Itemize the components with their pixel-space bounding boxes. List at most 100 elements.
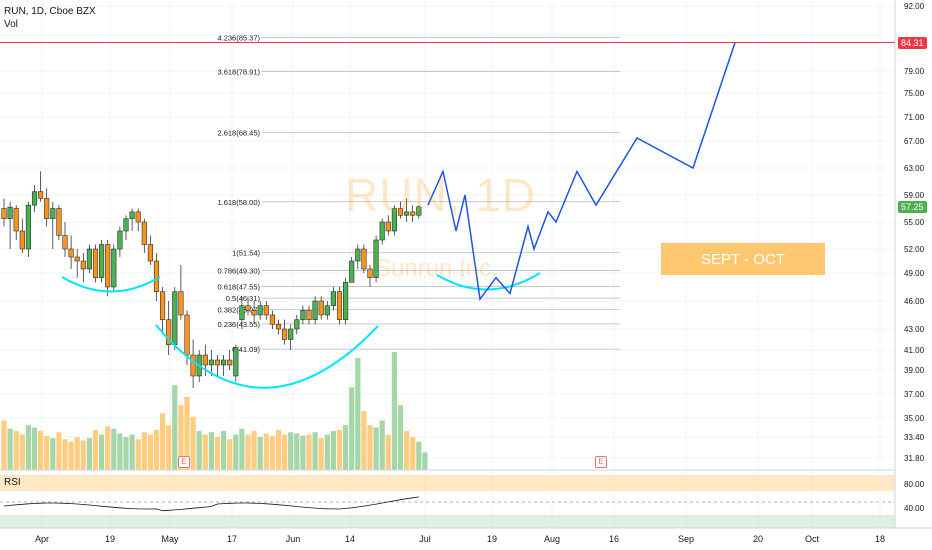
chart-title: RUN, 1D, Cboe BZX bbox=[4, 6, 96, 17]
candle bbox=[343, 277, 349, 325]
earnings-event-icon[interactable]: E bbox=[178, 456, 190, 468]
candle-body bbox=[294, 319, 300, 330]
candle-body bbox=[233, 347, 239, 377]
volume-bar bbox=[184, 396, 190, 470]
candle-body bbox=[300, 310, 306, 320]
volume-bar bbox=[56, 432, 62, 470]
candle bbox=[123, 215, 129, 240]
volume-bar bbox=[13, 431, 19, 470]
candle-body bbox=[251, 310, 257, 316]
volume-bar bbox=[208, 432, 214, 470]
last-price-label: 57.25 bbox=[898, 200, 927, 213]
candle-body bbox=[355, 248, 361, 262]
candle-body bbox=[404, 211, 410, 216]
y-tick-label: 71.00 bbox=[904, 113, 925, 122]
fib-level-label: 3.618(78.91) bbox=[217, 67, 260, 76]
volume-bar bbox=[410, 436, 416, 470]
fib-level-label: 0.5(46.31) bbox=[226, 294, 261, 303]
volume-bar bbox=[178, 405, 184, 470]
y-tick-label: 43.00 bbox=[904, 325, 925, 334]
y-tick-label: 46.00 bbox=[904, 297, 925, 306]
rsi-overbought-band bbox=[0, 475, 895, 491]
candle bbox=[373, 235, 379, 283]
volume-bar bbox=[239, 428, 245, 470]
x-tick-label: 19 bbox=[105, 534, 115, 544]
volume-bar bbox=[282, 434, 288, 470]
candle bbox=[379, 218, 385, 245]
candle bbox=[141, 218, 147, 253]
candle-body bbox=[141, 221, 147, 245]
volume-bar bbox=[227, 439, 233, 470]
fib-level-label: 0.786(49.30) bbox=[217, 267, 260, 276]
candle-body bbox=[306, 310, 312, 320]
x-tick-label: Jul bbox=[419, 534, 431, 544]
candle bbox=[257, 301, 263, 320]
y-tick-label: 41.00 bbox=[904, 346, 925, 355]
candle bbox=[172, 287, 178, 350]
candle-body bbox=[190, 354, 196, 377]
y-tick-label: 55.00 bbox=[904, 218, 925, 227]
candle-body bbox=[239, 305, 245, 320]
volume-bar bbox=[202, 434, 208, 470]
candle bbox=[269, 310, 275, 329]
fib-level-label: 0.382(45.07) bbox=[217, 306, 260, 315]
candle-body bbox=[160, 291, 166, 320]
candle-body bbox=[86, 248, 92, 270]
volume-bar bbox=[263, 433, 269, 470]
volume-bar bbox=[68, 441, 74, 470]
volume-bar bbox=[391, 352, 397, 470]
y-tick-label: 63.00 bbox=[904, 164, 925, 173]
volume-bar bbox=[50, 438, 56, 470]
volume-bar bbox=[172, 385, 178, 470]
sept-oct-note[interactable]: SEPT - OCT bbox=[661, 243, 825, 275]
candle bbox=[86, 244, 92, 273]
fib-level-label: 0.236(43.55) bbox=[217, 320, 260, 329]
volume-bar bbox=[306, 434, 312, 470]
volume-bar bbox=[147, 434, 153, 470]
candle-body bbox=[336, 291, 343, 320]
candle-body bbox=[324, 305, 330, 316]
candle-body bbox=[147, 244, 153, 262]
earnings-event-icon[interactable]: E bbox=[595, 456, 607, 468]
candle bbox=[221, 355, 227, 376]
volume-bar bbox=[38, 431, 44, 470]
volume-bar bbox=[214, 436, 221, 470]
candle-body bbox=[99, 244, 105, 278]
candlesticks bbox=[1, 171, 422, 388]
candle bbox=[153, 253, 160, 301]
candle bbox=[25, 201, 31, 257]
price-axis: 92.0084.0079.0075.0071.0067.0063.0059.00… bbox=[0, 0, 932, 529]
volume-bar bbox=[25, 425, 31, 470]
candle bbox=[19, 218, 25, 253]
candle bbox=[135, 208, 141, 231]
y-tick-label: 67.00 bbox=[904, 137, 925, 146]
candle-body bbox=[227, 359, 233, 366]
candle-body bbox=[269, 314, 275, 325]
projection-line bbox=[427, 42, 736, 301]
fib-level-label: 1.618(58.00) bbox=[217, 198, 260, 207]
candle bbox=[208, 350, 214, 376]
candle bbox=[99, 240, 105, 283]
candle bbox=[300, 305, 306, 325]
candle bbox=[397, 201, 404, 219]
candle bbox=[416, 205, 422, 219]
candle bbox=[44, 188, 50, 227]
candle-body bbox=[117, 230, 123, 250]
volume-bar bbox=[422, 452, 428, 470]
volume-bar bbox=[385, 434, 391, 470]
candle-body bbox=[44, 198, 50, 219]
volume-bar bbox=[397, 405, 404, 470]
candle bbox=[282, 319, 288, 345]
volume-bar bbox=[367, 425, 373, 470]
candle bbox=[50, 201, 56, 249]
candle bbox=[160, 287, 166, 335]
candle bbox=[38, 171, 44, 202]
candle bbox=[385, 215, 391, 236]
candle-body bbox=[349, 260, 355, 283]
volume-bar bbox=[251, 431, 257, 470]
volume-bar bbox=[74, 436, 80, 470]
candle-body bbox=[373, 239, 379, 278]
candle-body bbox=[312, 300, 318, 320]
volume-bar bbox=[349, 387, 355, 470]
